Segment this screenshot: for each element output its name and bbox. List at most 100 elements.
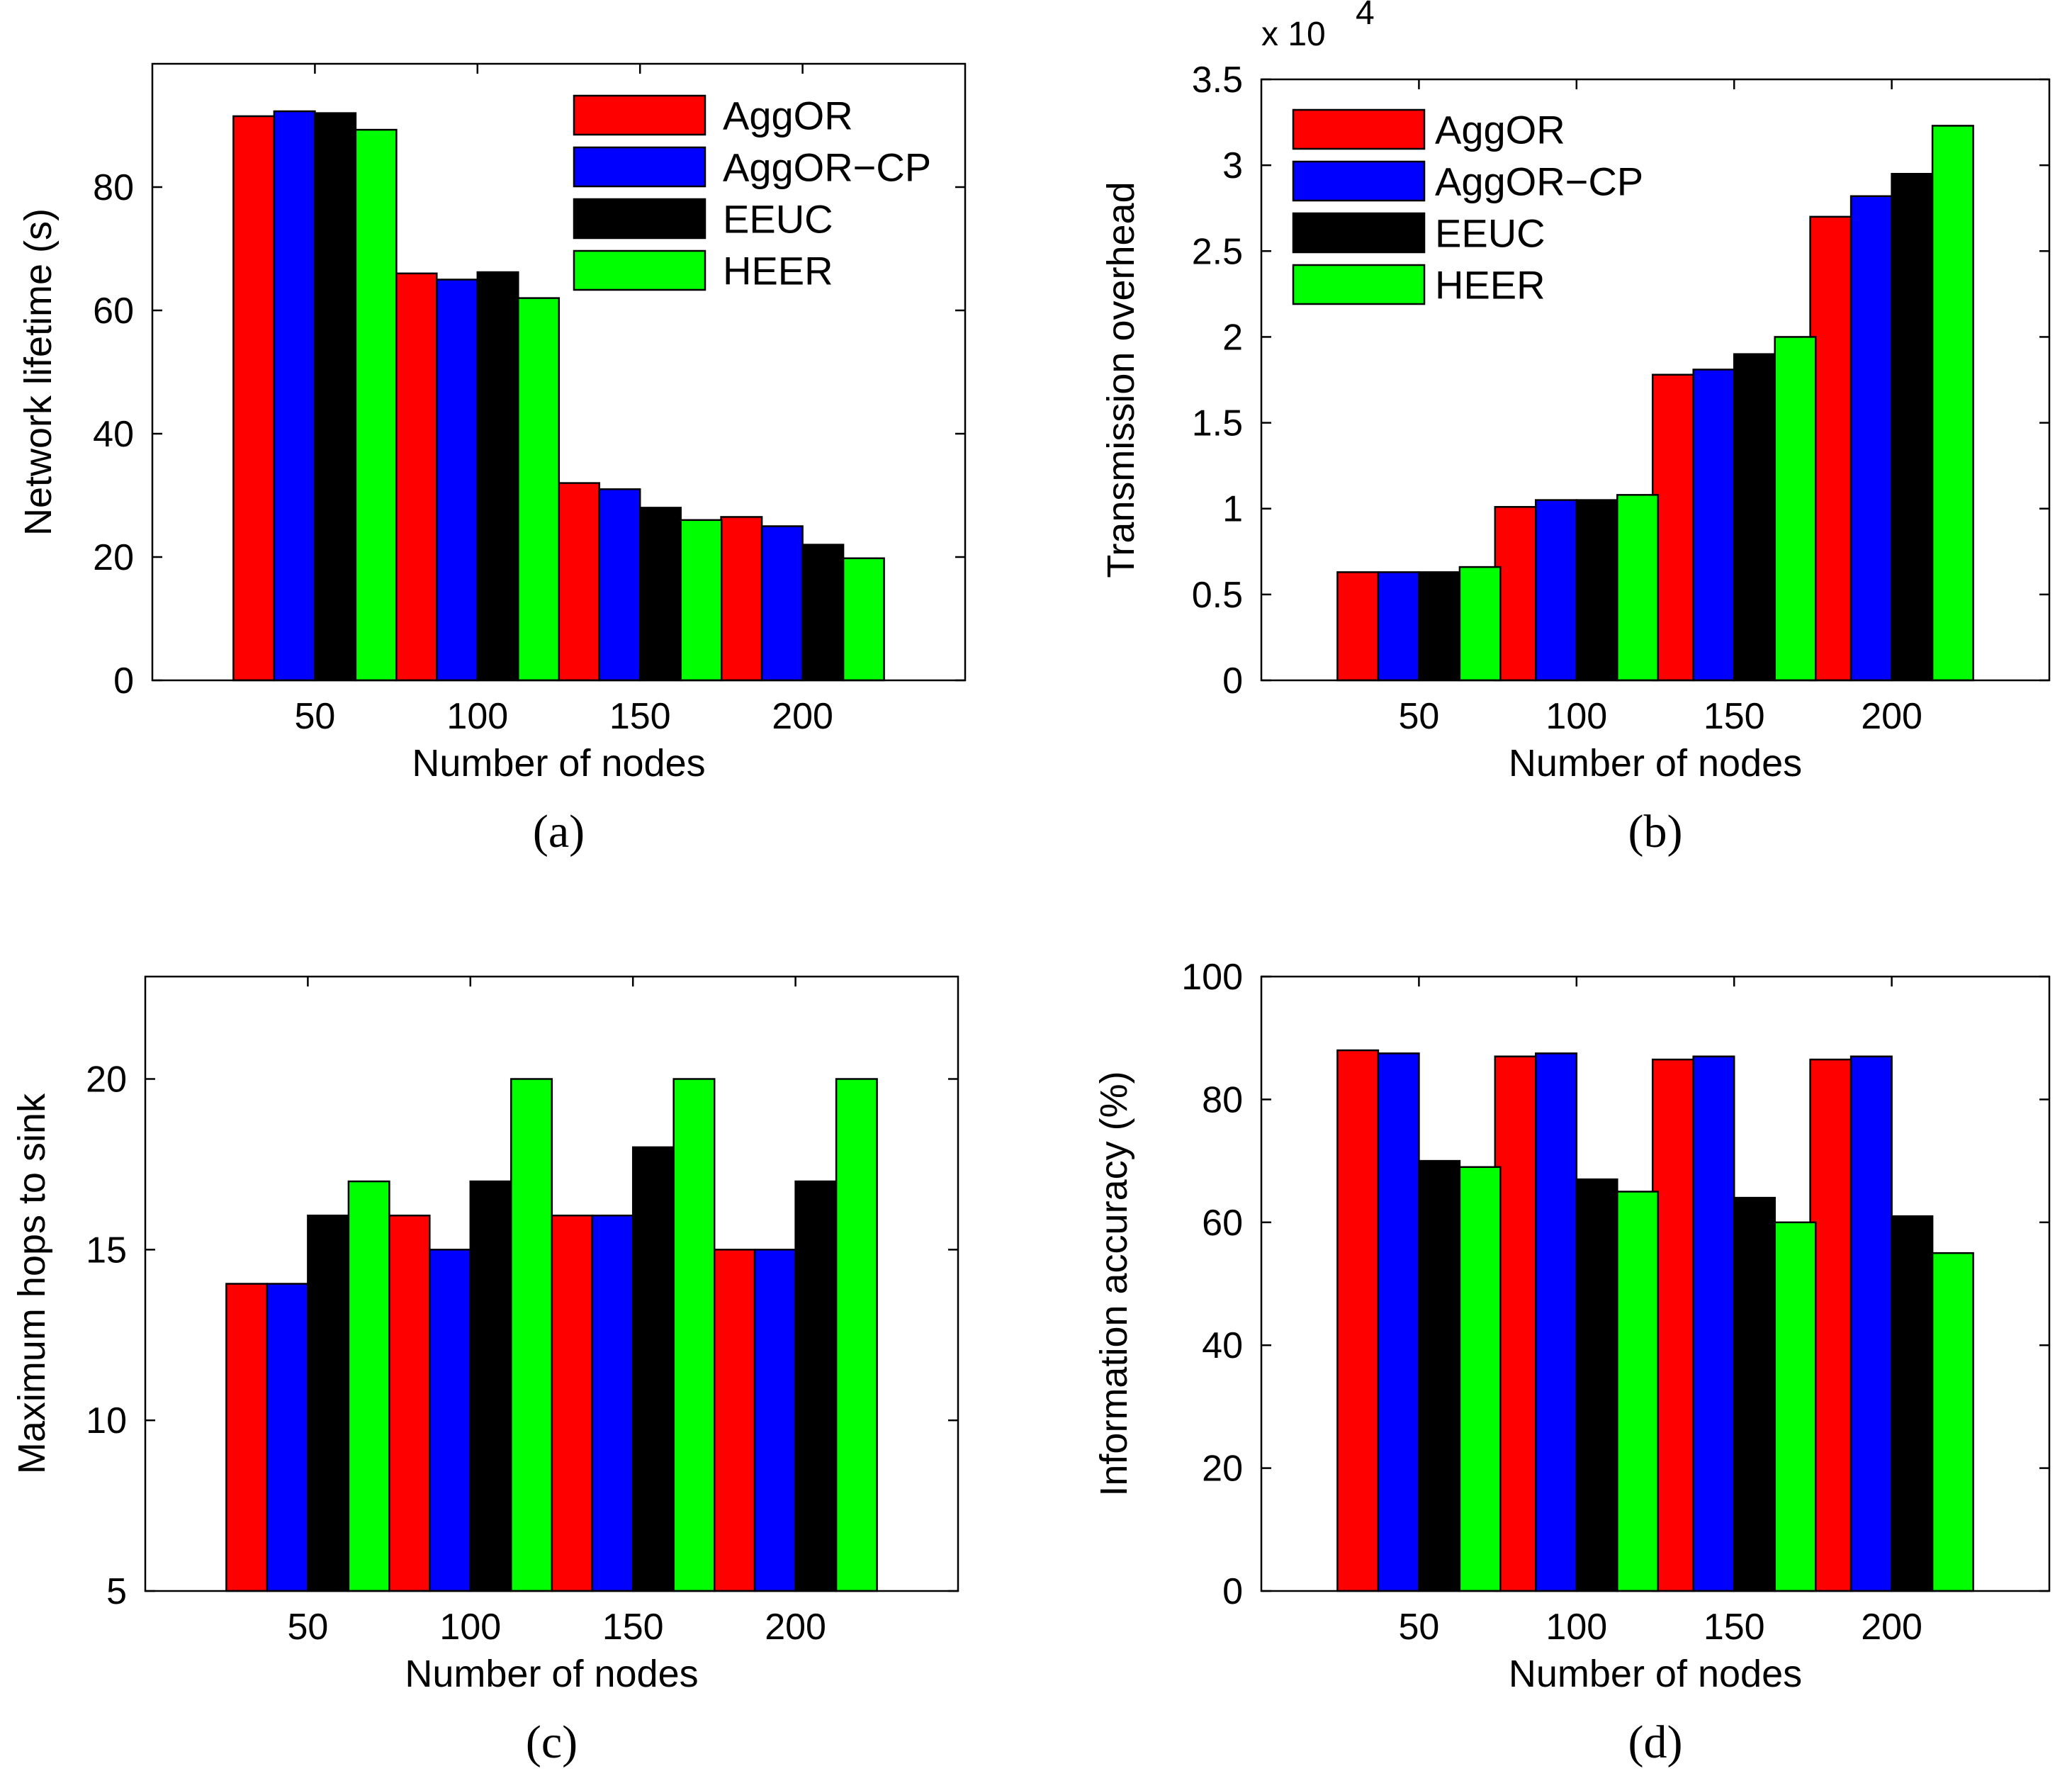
legend-label: HEER — [1435, 263, 1545, 308]
x-tick-label: 100 — [446, 696, 508, 737]
bar-aggorcp-50 — [273, 110, 316, 682]
legend-swatch-aggorcp — [573, 146, 706, 188]
bar-aggorcp-200 — [1849, 1055, 1893, 1592]
x-axis-label: Number of nodes — [1509, 742, 1802, 785]
bar-heer-200 — [1931, 1252, 1974, 1592]
bar-aggorcp-200 — [760, 525, 804, 682]
panel-caption: (c) — [526, 1716, 578, 1768]
x-tick-label: 200 — [1861, 696, 1922, 737]
bar-eeuc-50 — [307, 1214, 350, 1592]
bar-eeuc-150 — [638, 507, 682, 682]
x-tick-label: 50 — [294, 696, 335, 737]
bar-aggor-200 — [720, 516, 763, 682]
bar-heer-100 — [517, 297, 561, 682]
y-axis-label: Network lifetime (s) — [17, 208, 60, 536]
bar-aggor-150 — [557, 482, 600, 682]
bar-heer-200 — [842, 557, 885, 682]
y-tick-label: 60 — [93, 291, 134, 332]
y-tick-label: 100 — [1181, 957, 1243, 998]
bar-aggor-100 — [388, 1214, 431, 1592]
x-axis-label: Number of nodes — [1509, 1653, 1802, 1695]
bar-aggor-50 — [232, 115, 276, 682]
panel-caption: (b) — [1628, 806, 1683, 858]
bar-aggor-200 — [1809, 1058, 1852, 1592]
chart-panel-1: 0 20 40 60 80 50 100 150 200 Number of nodes Netwo… — [17, 62, 967, 858]
x-axis-label: Number of nodes — [405, 1653, 698, 1695]
x-tick-label: 150 — [609, 696, 671, 737]
y-tick-label: 40 — [93, 414, 134, 455]
bar-eeuc-100 — [476, 271, 519, 682]
legend-label: EEUC — [1435, 211, 1545, 256]
bar-heer-150 — [1774, 336, 1817, 682]
bar-heer-200 — [835, 1078, 878, 1592]
x-tick-label: 100 — [1545, 696, 1607, 737]
bar-heer-50 — [347, 1180, 390, 1592]
panel-caption: (a) — [533, 806, 585, 858]
legend-label: HEER — [723, 249, 833, 293]
bar-aggorcp-100 — [436, 279, 479, 682]
y-tick-label: 10 — [86, 1400, 127, 1441]
x-tick-label: 200 — [1861, 1607, 1922, 1648]
y-tick-label: 20 — [93, 537, 134, 578]
bar-heer-100 — [1616, 1191, 1660, 1592]
bar-aggor-50 — [1336, 571, 1380, 682]
y-tick-label: 2 — [1222, 317, 1243, 358]
y-tick-label: 1.5 — [1192, 403, 1243, 444]
bar-eeuc-150 — [631, 1146, 675, 1592]
legend-swatch-eeuc — [1292, 212, 1426, 254]
y-tick-label: 0 — [113, 660, 134, 702]
bar-aggorcp-50 — [1377, 571, 1420, 682]
y-axis-label: Transmission overhead — [1100, 181, 1142, 578]
bar-aggorcp-100 — [429, 1249, 472, 1592]
bar-eeuc-150 — [1733, 1196, 1776, 1592]
y-tick-label: 3 — [1222, 145, 1243, 186]
bar-heer-50 — [354, 128, 398, 682]
x-tick-label: 200 — [772, 696, 833, 737]
chart-panel-4: 0 20 40 60 80 100 50 100 150 200 Number of nodes In… — [1093, 957, 2051, 1768]
bar-aggor-150 — [1651, 373, 1694, 682]
chart-panel-2: 0 0.5 1 1.5 2 2.5 3 3.5 50 100 150 200 Number of nod… — [1100, 0, 2051, 858]
bar-aggorcp-150 — [1692, 369, 1735, 682]
bar-aggorcp-50 — [1377, 1052, 1420, 1592]
bar-aggorcp-100 — [1535, 1052, 1578, 1592]
legend: AggOR AggOR−CP EEUC HEER — [1292, 108, 1643, 308]
bar-eeuc-50 — [1418, 1159, 1461, 1592]
bar-heer-150 — [680, 519, 723, 682]
bar-eeuc-50 — [314, 112, 357, 682]
bar-heer-150 — [1774, 1221, 1817, 1592]
legend-label: AggOR−CP — [723, 145, 931, 190]
axes-frame — [144, 975, 959, 1592]
y-tick-label: 2.5 — [1192, 231, 1243, 272]
bar-heer-50 — [1458, 566, 1502, 682]
bar-aggorcp-100 — [1535, 499, 1578, 682]
legend-swatch-heer — [573, 249, 706, 291]
y-tick-label: 3.5 — [1192, 60, 1243, 101]
y-exponent-label: x 10 4 — [1261, 0, 1375, 53]
legend-swatch-aggorcp — [1292, 160, 1426, 202]
bar-eeuc-200 — [1891, 173, 1934, 682]
bar-eeuc-200 — [1891, 1215, 1934, 1592]
y-axis-label: Information accuracy (%) — [1093, 1071, 1135, 1496]
y-tick-label: 5 — [106, 1571, 127, 1612]
legend-swatch-aggor — [573, 94, 706, 136]
y-tick-label: 0 — [1222, 1571, 1243, 1612]
bar-eeuc-50 — [1418, 571, 1461, 682]
bar-heer-100 — [1616, 494, 1660, 682]
bar-aggor-200 — [1809, 215, 1852, 682]
legend-label: EEUC — [723, 197, 833, 242]
chart-panel-3: 5 10 15 20 50 100 150 200 Number of nodes Maximum… — [11, 975, 959, 1768]
legend: AggOR AggOR−CP EEUC HEER — [573, 94, 931, 293]
bar-aggorcp-200 — [753, 1249, 796, 1592]
bar-aggor-100 — [395, 272, 438, 682]
y-tick-label: 20 — [86, 1059, 127, 1101]
bar-eeuc-200 — [794, 1180, 838, 1592]
legend-swatch-eeuc — [573, 198, 706, 240]
axes-frame — [151, 62, 967, 682]
bar-eeuc-100 — [1575, 499, 1618, 682]
x-tick-label: 50 — [1398, 696, 1439, 737]
x-tick-label: 150 — [1704, 1607, 1765, 1648]
legend-label: AggOR−CP — [1435, 159, 1643, 204]
y-tick-label: 0 — [1222, 660, 1243, 702]
axes-frame — [1260, 975, 2051, 1592]
axes-frame — [1260, 78, 2051, 682]
